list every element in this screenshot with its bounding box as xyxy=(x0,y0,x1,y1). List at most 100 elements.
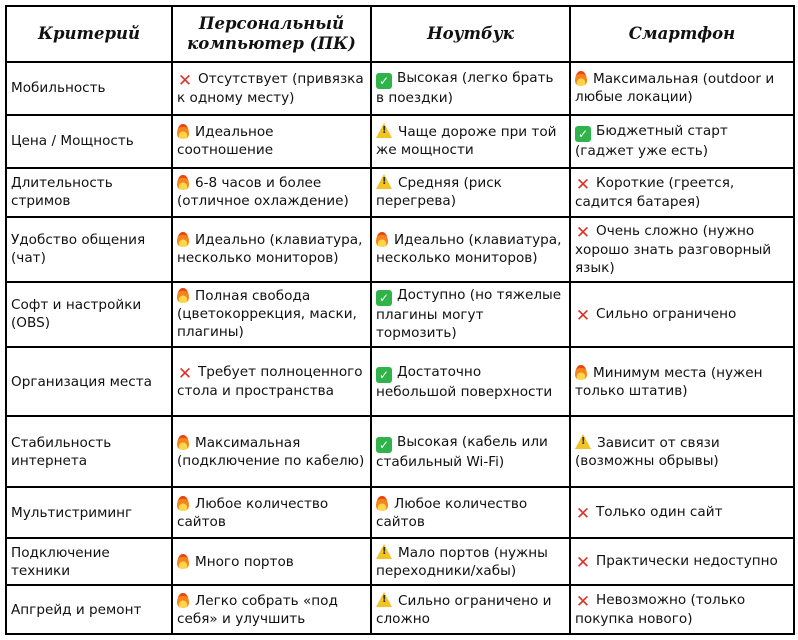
laptop-cell: Чаще дороже при той же мощности xyxy=(370,113,571,169)
pc-cell: Много портов xyxy=(171,537,372,587)
smartphone-cell: ✕ Короткие (греется, садится батарея) xyxy=(569,166,795,218)
laptop-cell: Сильно ограничено и сложно xyxy=(370,584,571,635)
laptop-cell: Любое количество сайтов xyxy=(370,486,571,540)
cell-text: Сильно ограничено xyxy=(596,305,737,322)
cell-text: 6-8 часов и более (отличное охлаждение) xyxy=(177,175,349,210)
cell-text: Максимальная (outdoor и любые локации) xyxy=(575,71,775,106)
table-row: Длительность стримов 6-8 часов и более (о… xyxy=(5,166,795,218)
criterion-cell: Подключение техники xyxy=(5,537,173,587)
header-smartphone: Смартфон xyxy=(569,5,795,63)
cell-text: Идеально (клавиатура, несколько мониторо… xyxy=(177,232,363,267)
laptop-cell: ✓ Достаточно небольшой поверхности xyxy=(370,345,571,418)
header-criterion: Критерий xyxy=(5,5,173,63)
fire-icon xyxy=(177,553,189,569)
cell-text: Только один сайт xyxy=(596,504,723,521)
check-mark-icon: ✓ xyxy=(376,436,392,453)
laptop-cell: ✓ Высокая (кабель или стабильный Wi-Fi) xyxy=(370,415,571,489)
cell-text: Идеально (клавиатура, несколько мониторо… xyxy=(376,232,562,267)
cell-text: Идеальное соотношение xyxy=(177,124,274,159)
fire-icon xyxy=(177,592,189,608)
table-row: Софт и настройки (OBS) Полная свобода (цв… xyxy=(5,280,795,348)
smartphone-cell: Максимальная (outdoor и любые локации) xyxy=(569,61,795,116)
cross-mark-icon: ✕ xyxy=(177,70,193,91)
criterion-cell: Мультистриминг xyxy=(5,486,173,540)
criterion-cell: Стабильность интернета xyxy=(5,415,173,489)
smartphone-cell: Зависит от связи (возможны обрывы) xyxy=(569,415,795,489)
criterion-cell: Апгрейд и ремонт xyxy=(5,584,173,635)
criterion-cell: Удобство общения (чат) xyxy=(5,215,173,283)
smartphone-cell: ✕ Только один сайт xyxy=(569,486,795,540)
comparison-table: Критерий Персональный компьютер (ПК) Ноу… xyxy=(5,5,795,635)
cell-text: Доступно (но тяжелые плагины могут тормо… xyxy=(376,287,562,342)
cross-mark-icon: ✕ xyxy=(575,174,591,195)
laptop-cell: Средняя (риск перегрева) xyxy=(370,166,571,218)
fire-icon xyxy=(177,434,189,450)
check-mark-icon: ✓ xyxy=(376,366,392,383)
fire-icon xyxy=(177,175,189,191)
smartphone-cell: ✕ Невозможно (только покупка нового) xyxy=(569,584,795,635)
fire-icon xyxy=(177,232,189,248)
cell-text: Любое количество сайтов xyxy=(177,495,329,530)
table-row: Мобильность ✕ Отсутствует (привязка к одно… xyxy=(5,61,795,116)
cell-text: Высокая (легко брать в поездки) xyxy=(376,70,554,107)
cross-mark-icon: ✕ xyxy=(575,222,591,243)
table-row: Удобство общения (чат) Идеально (клавиату… xyxy=(5,215,795,283)
warning-icon xyxy=(376,123,392,139)
cell-text: Чаще дороже при той же мощности xyxy=(376,124,557,159)
laptop-cell: ✓ Высокая (легко брать в поездки) xyxy=(370,61,571,116)
smartphone-cell: ✕ Очень сложно (нужно хорошо знать разгов… xyxy=(569,215,795,283)
cross-mark-icon: ✕ xyxy=(575,553,591,574)
warning-icon xyxy=(376,543,392,559)
pc-cell: Идеально (клавиатура, несколько мониторо… xyxy=(171,215,372,283)
cell-text: Минимум места (нужен только штатив) xyxy=(575,364,763,399)
smartphone-cell: ✓ Бюджетный старт (гаджет уже есть) xyxy=(569,113,795,169)
smartphone-cell: ✕ Сильно ограничено xyxy=(569,280,795,348)
cell-text: Сильно ограничено и сложно xyxy=(376,592,552,627)
cell-text: Легко собрать «под себя» и улучшить xyxy=(177,592,338,627)
pc-cell: Максимальная (подключение по кабелю) xyxy=(171,415,372,489)
criterion-cell: Мобильность xyxy=(5,61,173,116)
fire-icon xyxy=(575,71,587,87)
cross-mark-icon: ✕ xyxy=(575,592,591,613)
cell-text: Полная свобода (цветокоррекция, маски, п… xyxy=(177,288,357,341)
cell-text: Достаточно небольшой поверхности xyxy=(376,363,553,400)
pc-cell: Любое количество сайтов xyxy=(171,486,372,540)
header-laptop: Ноутбук xyxy=(370,5,571,63)
cell-text: Отсутствует (привязка к одному месту) xyxy=(177,70,364,106)
fire-icon xyxy=(177,124,189,140)
smartphone-cell: Минимум места (нужен только штатив) xyxy=(569,345,795,418)
cross-mark-icon: ✕ xyxy=(575,305,591,326)
table-row: Организация места ✕ Требует полноценного с… xyxy=(5,345,795,418)
cross-mark-icon: ✕ xyxy=(177,364,193,385)
cell-text: Зависит от связи (возможны обрывы) xyxy=(575,434,720,469)
fire-icon xyxy=(177,495,189,511)
cell-text: Высокая (кабель или стабильный Wi-Fi) xyxy=(376,433,548,470)
check-mark-icon: ✓ xyxy=(575,126,591,143)
pc-cell: Идеальное соотношение xyxy=(171,113,372,169)
header-pc: Персональный компьютер (ПК) xyxy=(171,5,372,63)
warning-icon xyxy=(376,174,392,190)
table-row: Стабильность интернета Максимальная (подк… xyxy=(5,415,795,489)
fire-icon xyxy=(376,495,388,511)
pc-cell: Полная свобода (цветокоррекция, маски, п… xyxy=(171,280,372,348)
check-mark-icon: ✓ xyxy=(376,73,392,90)
warning-icon xyxy=(575,433,591,449)
check-mark-icon: ✓ xyxy=(376,290,392,307)
warning-icon xyxy=(376,591,392,607)
table-row: Подключение техники Много портов Мало порт… xyxy=(5,537,795,587)
cell-text: Средняя (риск перегрева) xyxy=(376,175,502,210)
criterion-cell: Длительность стримов xyxy=(5,166,173,218)
table-row: Мультистриминг Любое количество сайтов Люб… xyxy=(5,486,795,540)
cell-text: Много портов xyxy=(195,553,294,570)
pc-cell: Легко собрать «под себя» и улучшить xyxy=(171,584,372,635)
laptop-cell: Мало портов (нужны переходники/хабы) xyxy=(370,537,571,587)
cell-text: Невозможно (только покупка нового) xyxy=(575,592,746,628)
pc-cell: ✕ Требует полноценного стола и пространст… xyxy=(171,345,372,418)
criterion-cell: Организация места xyxy=(5,345,173,418)
criterion-cell: Софт и настройки (OBS) xyxy=(5,280,173,348)
cell-text: Практически недоступно xyxy=(596,553,778,570)
cell-text: Мало портов (нужны переходники/хабы) xyxy=(376,544,548,579)
cell-text: Максимальная (подключение по кабелю) xyxy=(177,434,365,469)
header-row: Критерий Персональный компьютер (ПК) Ноу… xyxy=(5,5,795,63)
